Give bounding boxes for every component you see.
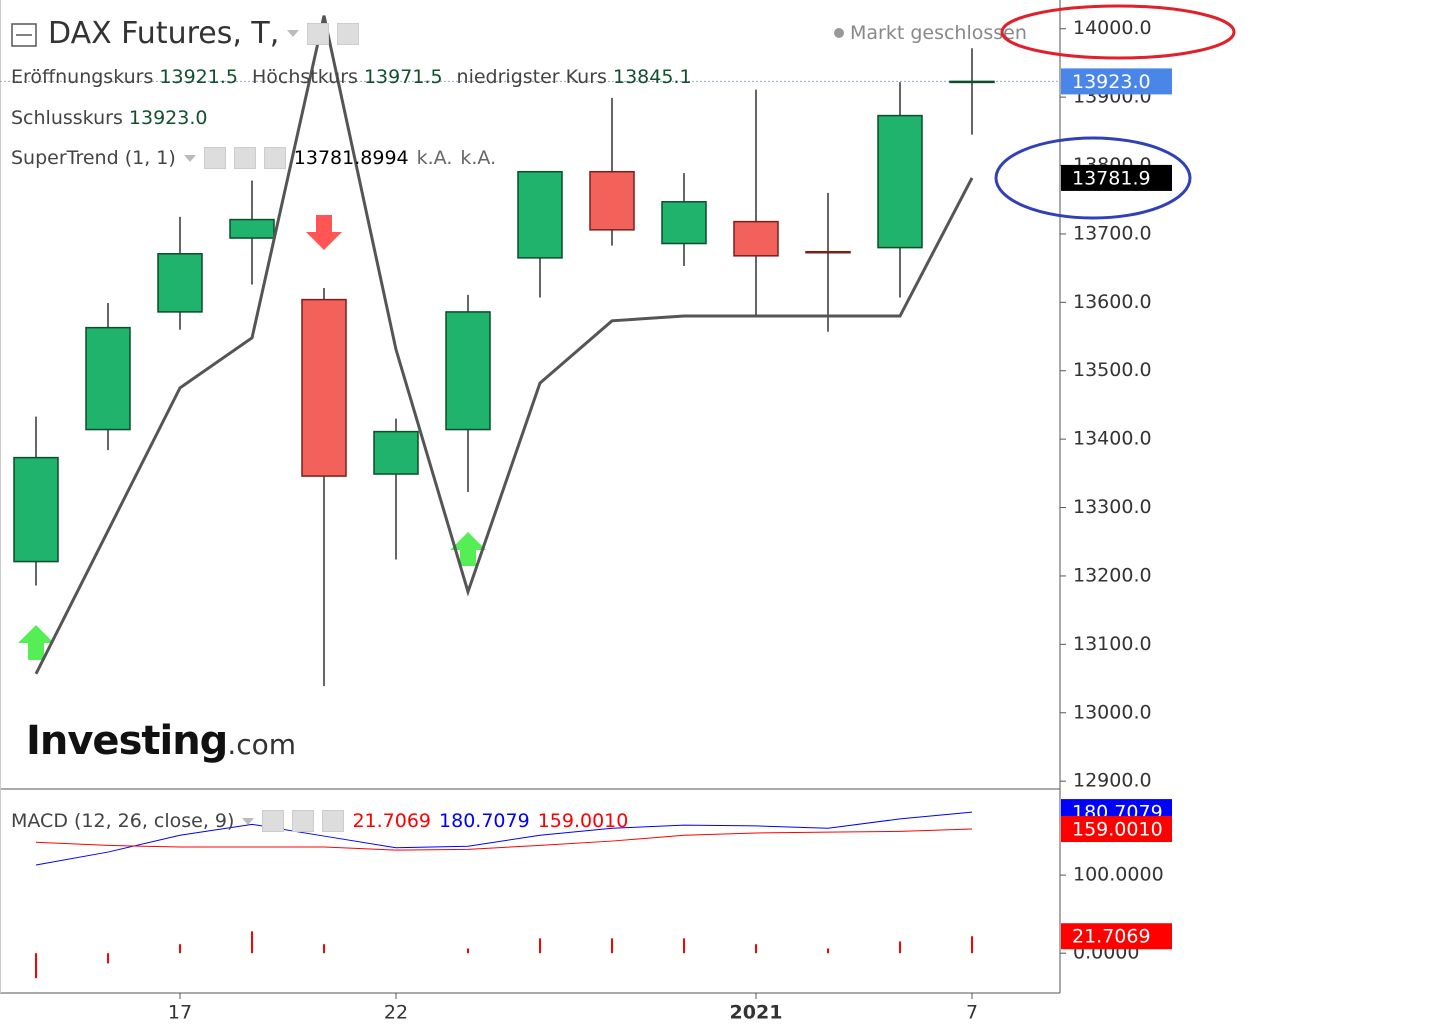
legend-label: Schlusskurs: [11, 107, 123, 129]
close-icon[interactable]: [322, 810, 345, 832]
buy-signal: [18, 625, 54, 660]
status-dot: [834, 28, 844, 38]
candle-body: [589, 170, 635, 231]
market-status: Markt geschlossen: [834, 22, 1027, 44]
gear-icon[interactable]: [233, 147, 256, 169]
watermark-suffix: .com: [227, 728, 297, 761]
macd-line: [35, 828, 973, 851]
legend-label: Eröffnungskurs: [11, 66, 154, 88]
x-tick-label: 7: [966, 1002, 978, 1024]
legend-label: Höchstkurs: [252, 66, 358, 88]
candle-body: [877, 114, 923, 249]
dropdown[interactable]: [183, 154, 196, 162]
candle-body: [805, 250, 851, 254]
eye-icon[interactable]: [203, 147, 226, 169]
candle-body: [661, 201, 707, 245]
gear-icon[interactable]: [337, 22, 360, 45]
price-badge: [1061, 923, 1172, 950]
legend-value: 13971.5: [363, 66, 443, 88]
candle-body: [85, 326, 131, 431]
watermark: Investing .com: [26, 718, 296, 764]
title-row: DAX Futures, T,: [48, 16, 360, 51]
y-tick-label: 13000.0: [1073, 701, 1152, 723]
y-tick-label: 13600.0: [1073, 291, 1152, 313]
y-tick-label: 13200.0: [1073, 564, 1152, 586]
legend-value: k.A.: [460, 147, 497, 169]
price-badge: [1061, 68, 1172, 95]
price-badge-label: 13923.0: [1072, 71, 1151, 93]
eye-icon[interactable]: [262, 810, 285, 832]
macd-legend: MACD (12, 26, close, 9) 21.7069 180.7079 1…: [11, 810, 628, 832]
x-tick-label: 17: [168, 1002, 192, 1024]
dropdown[interactable]: [287, 30, 300, 37]
indicator-name: MACD (12, 26, close, 9): [11, 810, 235, 832]
supertrend-line: [34, 15, 974, 675]
legend-item: Schlusskurs 13923.0: [11, 107, 207, 129]
close-icon[interactable]: [263, 147, 286, 169]
legend-item: Eröffnungskurs 13921.5: [11, 66, 238, 88]
candle-body: [157, 253, 203, 313]
y-tick-label: 13500.0: [1073, 359, 1152, 381]
watermark-brand: Investing: [26, 718, 228, 764]
price-badge-label: 159.0010: [1072, 819, 1163, 841]
candle-body: [517, 170, 563, 259]
gear-icon[interactable]: [292, 810, 315, 832]
y-tick-label: 13300.0: [1073, 496, 1152, 518]
candle-body: [373, 430, 419, 475]
legend-item: Höchstkurs 13971.5: [252, 66, 443, 88]
x-tick-label: 2021: [730, 1002, 783, 1024]
y-tick-label: 100.0000: [1073, 864, 1164, 886]
sell-signal: [306, 215, 342, 250]
y-tick-label: 13400.0: [1073, 428, 1152, 450]
indicator-name: SuperTrend (1, 1): [11, 147, 176, 169]
chart-title: DAX Futures, T,: [48, 16, 280, 51]
price-badge-label: 21.7069: [1072, 926, 1151, 948]
ohlc-legend: Eröffnungskurs 13921.5 Höchstkurs 13971.5…: [11, 66, 698, 88]
candle-body: [229, 218, 275, 239]
collapse-icon[interactable]: [11, 23, 37, 47]
candle-body: [949, 80, 995, 84]
legend-value: 13781.8994: [293, 147, 409, 169]
legend-value: 159.0010: [537, 810, 629, 832]
legend-item: niedrigster Kurs 13845.1: [457, 66, 692, 88]
dropdown[interactable]: [242, 817, 255, 825]
candle-body: [13, 456, 59, 563]
buy-signal: [450, 532, 486, 566]
legend-value: 21.7069: [352, 810, 432, 832]
legend-value: 13845.1: [612, 66, 692, 88]
candle-body: [733, 220, 779, 257]
legend-value: 180.7079: [439, 810, 530, 832]
legend-label: niedrigster Kurs: [456, 66, 607, 88]
y-tick-label: 14000.0: [1073, 17, 1152, 39]
price-badge-label: 13781.9: [1072, 167, 1151, 189]
legend-value: 13923.0: [128, 107, 208, 129]
legend-value: k.A.: [416, 147, 453, 169]
y-tick-label: 12900.0: [1073, 770, 1152, 792]
x-tick-label: 22: [384, 1002, 408, 1024]
y-tick-label: 13100.0: [1073, 633, 1152, 655]
candle-body: [301, 298, 347, 477]
price-badge: [1061, 816, 1172, 843]
candle-body: [445, 311, 491, 431]
legend-value: 13921.5: [159, 66, 238, 88]
eye-icon[interactable]: [307, 22, 330, 45]
ohlc-legend: Schlusskurs 13923.0: [11, 107, 213, 129]
supertrend-legend: SuperTrend (1, 1) 13781.8994 k.A. k.A.: [11, 147, 496, 169]
macd-line: [35, 811, 973, 866]
status-text: Markt geschlossen: [850, 22, 1027, 44]
y-tick-label: 13700.0: [1073, 222, 1152, 244]
